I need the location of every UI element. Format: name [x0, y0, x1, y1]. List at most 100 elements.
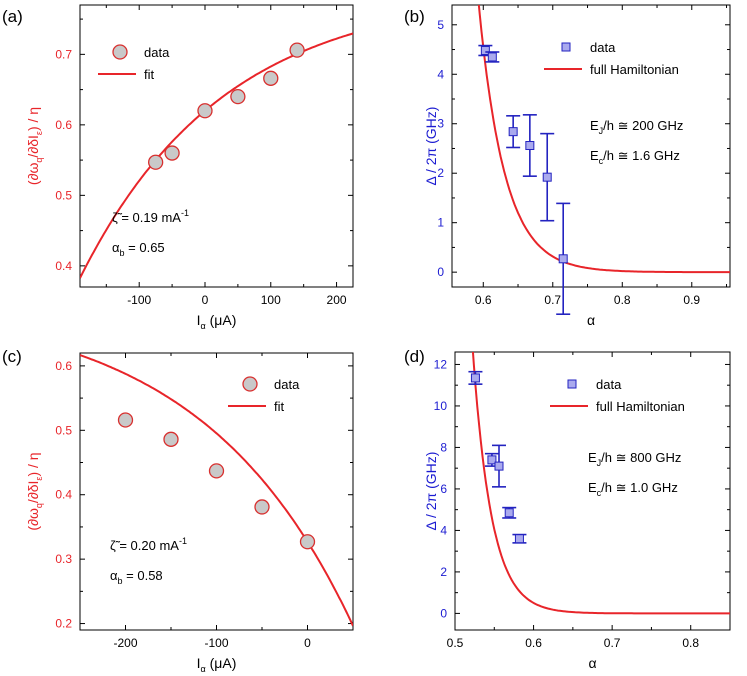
data-point — [542, 172, 552, 182]
y-tick-label: 12 — [434, 357, 448, 371]
y-tick-label: 10 — [434, 399, 448, 413]
data-point — [164, 145, 180, 161]
y-tick-label: 4 — [437, 67, 444, 81]
data-point — [494, 461, 504, 471]
y-tick-label: 0.6 — [55, 118, 72, 132]
fit-curve — [477, 5, 730, 274]
data-point — [208, 463, 225, 479]
x-tick-label: -100 — [204, 636, 228, 650]
y-tick-label: 8 — [440, 440, 447, 454]
plot-frame — [451, 4, 731, 288]
data-point — [148, 154, 164, 170]
x-tick-label: 0.5 — [447, 636, 464, 650]
y-tick-label: 0.3 — [55, 552, 72, 566]
legend-label-fit: full Hamiltonian — [596, 399, 685, 414]
x-tick-label: 0 — [304, 636, 311, 650]
data-point — [230, 89, 246, 105]
y-tick-label: 0.4 — [55, 259, 72, 273]
y-axis-label: Δ / 2π (GHz) — [423, 452, 439, 531]
y-tick-label: 0.4 — [55, 488, 72, 502]
data-point — [470, 373, 480, 383]
data-point — [480, 46, 490, 56]
legend-marker-data — [242, 376, 258, 392]
data-point — [504, 508, 514, 518]
panel-c: (c) 0.2 0.3 0.4 0.5 0.6 -200 -100 0 Iα (μA) (∂ωq/∂… — [2, 347, 354, 674]
fit-curve — [471, 352, 730, 615]
annotation: Ec/h ≅ 1.6 GHz — [590, 148, 680, 166]
legend-label-fit: full Hamiltonian — [590, 62, 679, 77]
plot-frame — [454, 351, 731, 631]
legend-marker-data — [561, 42, 571, 52]
y-tick-label: 1 — [437, 216, 444, 230]
y-tick-label: 0.5 — [55, 423, 72, 437]
data-point — [299, 534, 316, 550]
x-tick-label: -200 — [113, 636, 137, 650]
data-point — [487, 455, 497, 465]
panel-label: (d) — [404, 347, 425, 366]
panel-label: (c) — [2, 347, 22, 366]
panel-label: (a) — [2, 7, 23, 26]
annotation: αb = 0.65 — [112, 240, 165, 258]
x-tick-label: 0.8 — [682, 636, 699, 650]
y-tick-label: 0.6 — [55, 359, 72, 373]
x-axis-label: Iα (μA) — [197, 312, 237, 331]
x-tick-label: 200 — [327, 293, 347, 307]
x-axis-label: α — [587, 312, 595, 328]
y-tick-label: 2 — [440, 565, 447, 579]
fit-curve — [80, 32, 353, 279]
data-point — [163, 431, 179, 447]
x-tick-label: 0.7 — [604, 636, 621, 650]
x-axis-label: α — [588, 655, 596, 671]
data-point — [525, 141, 535, 151]
data-point — [117, 412, 134, 428]
data-point — [487, 52, 497, 62]
panel-d: (d) 0 2 4 6 8 10 12 0.5 0.6 0.7 0.8 α Δ / 2π (GHz) dat… — [404, 347, 731, 671]
legend-label-fit: fit — [144, 67, 155, 82]
annotation: EJ/h ≅ 200 GHz — [590, 118, 683, 136]
data-point — [514, 534, 524, 544]
y-tick-label: 3 — [437, 117, 444, 131]
panel-b: (b) 0 1 2 3 4 5 0.6 0.7 0.8 0.9 α Δ / 2π (GHz) data fu… — [404, 4, 731, 328]
y-tick-label: 0.7 — [55, 47, 72, 61]
legend-label-fit: fit — [274, 399, 285, 414]
data-point — [558, 254, 568, 264]
data-point — [263, 70, 279, 86]
data-point — [508, 127, 518, 137]
legend-marker-data — [567, 379, 577, 389]
y-axis-label: Δ / 2π (GHz) — [423, 107, 439, 186]
y-tick-label: 2 — [437, 166, 444, 180]
legend-label-data: data — [590, 40, 616, 55]
legend-marker-data — [112, 44, 128, 60]
legend-label-data: data — [274, 377, 300, 392]
y-tick-label: 0.5 — [55, 188, 72, 202]
x-tick-label: 0.6 — [475, 293, 492, 307]
plot-frame — [79, 4, 354, 288]
annotation: EJ/h ≅ 800 GHz — [588, 450, 681, 468]
y-tick-label: 5 — [437, 18, 444, 32]
y-axis-label: (∂ωq/∂δIε) / η — [25, 107, 44, 185]
y-tick-label: 0.2 — [55, 617, 72, 631]
x-tick-label: 0.9 — [683, 293, 700, 307]
legend-label-data: data — [144, 45, 170, 60]
legend-label-data: data — [596, 377, 622, 392]
annotation: αb = 0.58 — [110, 568, 163, 586]
x-tick-label: 100 — [261, 293, 281, 307]
panel-a: (a) 0.4 0.5 0.6 0.7 -100 0 100 200 Iα (μA) (∂ωq/∂δ… — [2, 4, 354, 331]
y-tick-label: 4 — [440, 523, 447, 537]
y-axis-label: (∂ωq/∂δIε) / η — [25, 452, 44, 530]
x-tick-label: 0 — [202, 293, 209, 307]
x-tick-label: -100 — [127, 293, 151, 307]
x-tick-label: 0.7 — [544, 293, 561, 307]
x-axis-label: Iα (μA) — [197, 655, 237, 674]
data-point — [254, 499, 270, 515]
annotation: ζ̃ = 0.20 mA-1 — [110, 536, 187, 553]
y-tick-label: 0 — [437, 265, 444, 279]
annotation: Ec/h ≅ 1.0 GHz — [588, 480, 678, 498]
data-point — [289, 42, 305, 58]
plot-frame — [79, 352, 354, 631]
x-tick-label: 0.6 — [525, 636, 542, 650]
data-point — [197, 103, 213, 119]
y-tick-label: 6 — [440, 482, 447, 496]
panel-label: (b) — [404, 7, 425, 26]
